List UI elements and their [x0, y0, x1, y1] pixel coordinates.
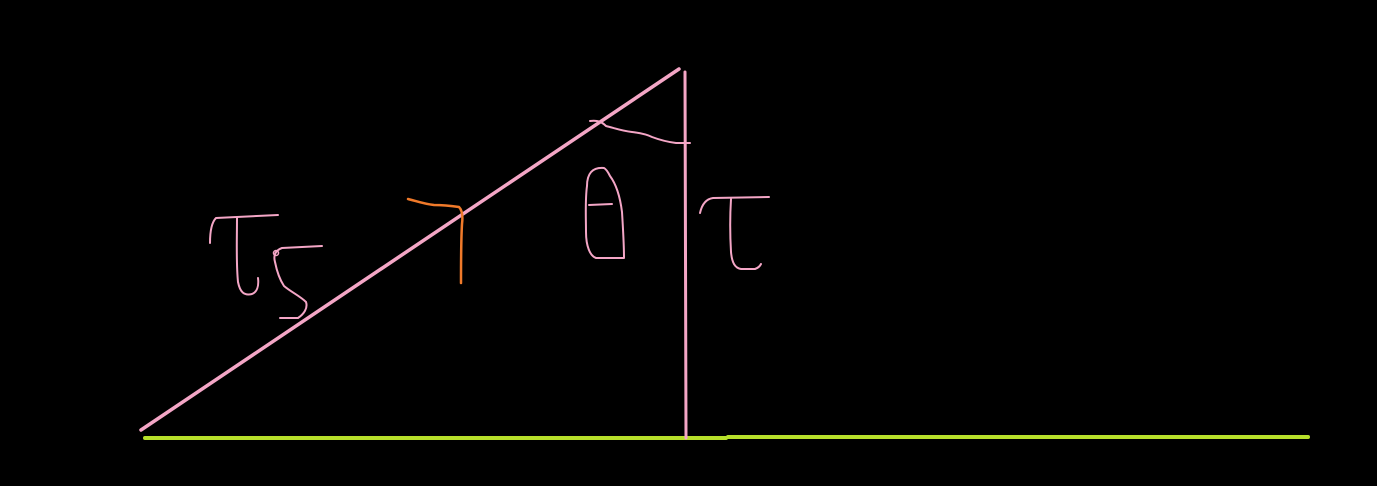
- incline-line: [139, 67, 681, 432]
- vertical-line: [683, 70, 688, 440]
- tau-s-symbol: [209, 214, 323, 319]
- theta-symbol: [584, 166, 625, 259]
- angle-arc: [589, 119, 691, 144]
- ground-line: [143, 435, 1310, 440]
- perpendicular-marker: [406, 197, 464, 285]
- tau-symbol-right: [699, 196, 770, 270]
